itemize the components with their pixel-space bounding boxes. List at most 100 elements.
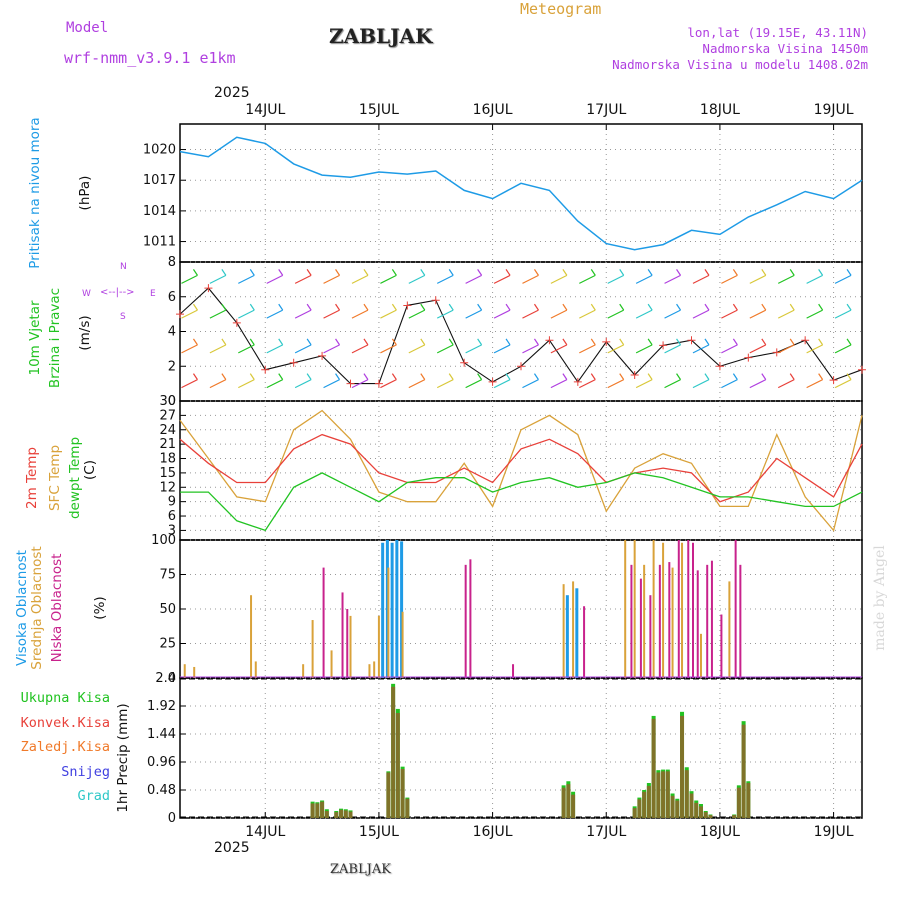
mid-cloud-bar [373,661,376,678]
wind-gust-marker [431,296,440,305]
mid-cloud-bar [624,540,627,678]
low-cloud-bar [639,578,642,678]
precip-convective-bar [656,772,661,818]
precip-convective-bar [310,803,315,818]
x-day-label-bottom: 19JUL [814,824,854,840]
wind-gust-marker [858,365,866,374]
y-tick-label: 1017 [143,173,176,188]
compass-s: S [120,312,126,322]
low-cloud-bar [696,570,699,678]
y-tick-label: 21 [159,437,176,452]
low-cloud-bar [706,564,709,678]
high-cloud-bar [575,588,579,678]
wind-barb-icon [266,373,284,389]
wind-barb-icon [209,303,227,319]
wind-gust-marker [545,336,554,345]
wind-barb-icon [834,303,852,319]
mid-cloud-bar [643,564,646,678]
wind-barb-icon [607,338,625,354]
wind-barb-icon [209,269,227,284]
wind-barb-icon [806,269,824,284]
y-tick-label: 1011 [143,235,176,250]
wind-barb-icon [749,269,767,284]
x-day-label-bottom: 17JUL [586,824,626,840]
precip-legend: Ukupna Kisa Konvek.Kisa Zaledj.Kisa Snij… [0,686,110,809]
mid-cloud-bar [652,540,655,678]
mid-cloud-bar [562,584,565,678]
wind-gust-marker [801,336,810,345]
precip-convective-bar [334,812,339,818]
wind-gust-marker [374,379,383,388]
low-cloud-bar [469,559,472,678]
wind-barb-icon [550,303,568,319]
wind-barb-icon [635,373,653,389]
mid-cloud-bar [302,664,305,678]
wind-barb-icon [408,373,426,389]
wind-barb-icon [550,373,568,389]
wind-barb-icon [408,338,426,354]
wind-barb-icon [436,303,454,319]
wind-barb-icon [266,303,284,319]
precip-convective-bar [680,715,685,818]
wind-barb-icon [692,338,710,354]
y-tick-label: 75 [159,568,176,583]
wind-gust-marker [744,353,753,362]
low-cloud-bar [464,564,467,678]
wind-barb-icon [806,303,824,319]
wind-barb-icon [380,338,397,354]
wind-barb-icon [692,269,710,284]
mid-cloud-bar [250,595,253,678]
y-tick-label: 25 [159,637,176,652]
wind-gust-marker [715,362,724,371]
sfc-temp-line [179,409,863,532]
wind-barb-icon [664,338,682,354]
wind-barb-icon [635,269,653,284]
y-tick-label: 15 [159,466,176,481]
y-tick-label: 30 [159,394,176,409]
wind-barb-icon [181,303,198,319]
wind-barb-icon [749,338,767,354]
compass-w: W [82,289,91,299]
wind-barb-icon [493,269,511,284]
wind-barb-icon [465,373,483,389]
wind-barb-icon [692,373,710,389]
wind-barb-icon [493,338,511,354]
wind-barb-icon [607,303,625,319]
wind-barb-icon [522,269,539,284]
high-cloud-bar [390,542,394,678]
mid-cloud-bar [349,615,352,678]
x-day-label-bottom: 16JUL [473,824,513,840]
precip-convective-bar [736,787,741,818]
mid-cloud-bar [671,567,674,678]
panel-frame-2 [179,400,863,541]
wind-barb-icon [550,269,568,284]
wind-barb-icon [834,338,852,354]
mid-cloud-bar [681,542,684,678]
wind-barb-icon [721,338,738,354]
wind-compass: W E N S <--|--> [82,262,162,322]
wind-barb-icon [323,373,341,389]
y-tick-label: 27 [159,408,176,423]
footer-station: ZABLJAK [330,862,391,877]
x-day-label-top: 15JUL [359,102,399,118]
low-cloud-bar [687,540,690,678]
wind-barb-icon [806,338,824,354]
wind-barb-icon [436,373,454,389]
wind-gust-marker [460,358,469,367]
wind-barb-icon [238,303,255,319]
y-tick-label: 3 [168,523,176,538]
low-cloud-bar [677,540,680,678]
mid-cloud-bar [368,664,371,678]
mid-cloud-bar [387,567,390,678]
precip-convective-bar [339,809,344,818]
low-cloud-bar [710,560,713,678]
wind-barb-icon [721,373,738,389]
temp-2m-line [179,433,863,503]
wind-barb-icon [266,269,284,284]
precip-convective-bar [661,771,666,818]
wind-barb-icon [238,269,255,284]
precip-convective-bar [386,772,391,818]
wind-barb-icon [238,338,255,354]
year-top: 2025 [214,85,250,101]
mid-cloud-bar [377,615,380,678]
